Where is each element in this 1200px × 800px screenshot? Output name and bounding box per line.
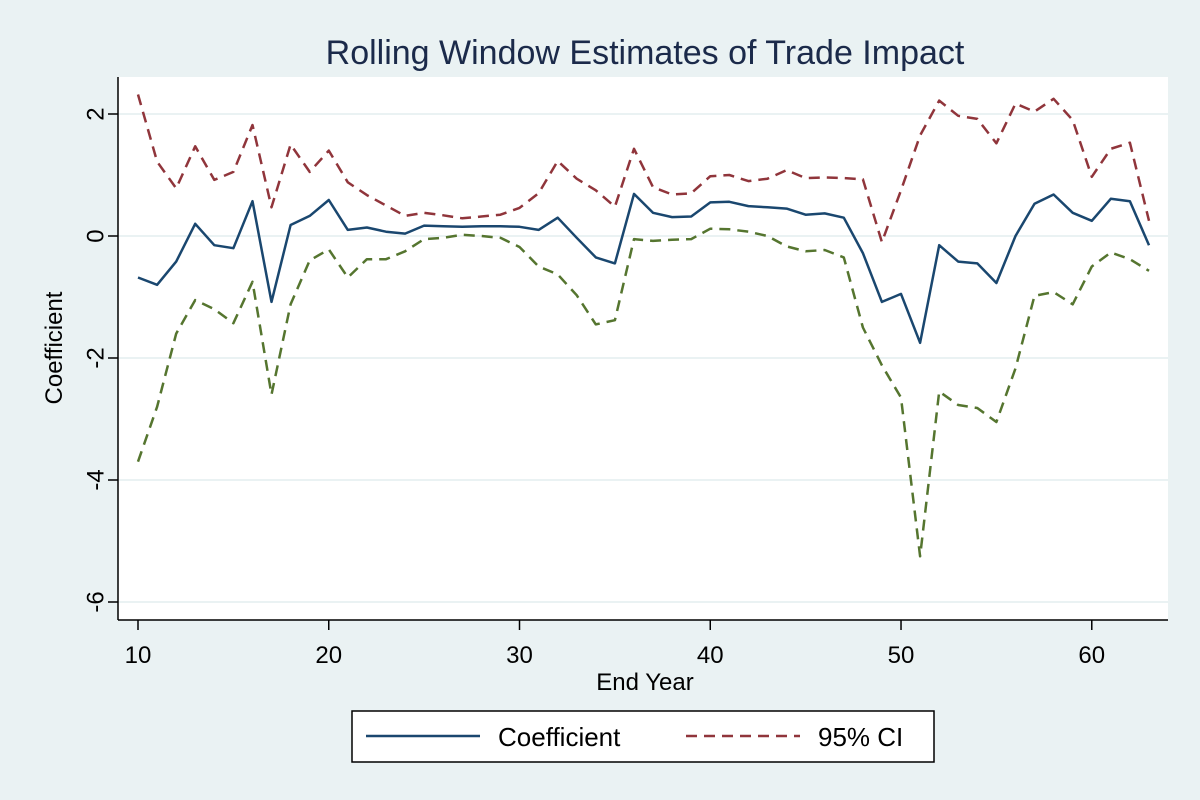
x-tick-label-5: 60: [1078, 642, 1105, 669]
y-tick-label-1: -4: [83, 469, 110, 490]
gridlines: [118, 113, 1168, 603]
plot-area: [118, 77, 1168, 620]
x-tick-label-2: 30: [506, 642, 533, 669]
y-tick-label-0: -6: [83, 591, 110, 612]
y-ticks: -6 -4 -2 0 2: [83, 107, 118, 613]
legend-label-ci: 95% CI: [818, 722, 903, 752]
y-axis-title: Coefficient: [41, 291, 68, 404]
x-tick-label-4: 50: [888, 642, 915, 669]
x-axis-title: End Year: [596, 669, 693, 696]
x-ticks: 10 20 30 40 50 60: [125, 620, 1105, 669]
series-line-2: [136, 227, 1150, 558]
x-tick-label-0: 10: [125, 642, 152, 669]
y-tick-label-3: 0: [83, 229, 110, 242]
series-layer: [136, 94, 1151, 558]
series-line-1: [136, 94, 1151, 244]
y-tick-label-2: -2: [83, 347, 110, 368]
legend: Coefficient 95% CI: [351, 710, 935, 763]
x-tick-label-1: 20: [315, 642, 342, 669]
x-tick-label-3: 40: [697, 642, 724, 669]
y-tick-label-4: 2: [83, 107, 110, 120]
series-line-0: [137, 192, 1151, 345]
legend-label-coefficient: Coefficient: [498, 722, 621, 752]
chart-title: Rolling Window Estimates of Trade Impact: [326, 34, 965, 72]
